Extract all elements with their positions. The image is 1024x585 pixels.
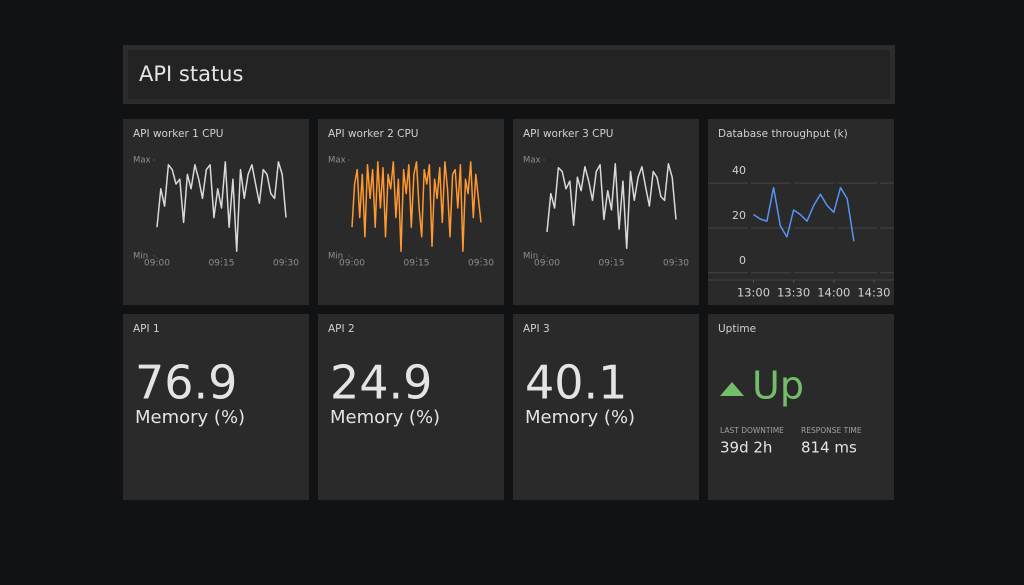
panel: [513, 314, 699, 500]
x-tick-label: 09:30: [663, 259, 689, 269]
x-tick-label: 09:15: [599, 259, 625, 269]
panel-title: API worker 1 CPU: [133, 128, 223, 140]
up-icon: [720, 382, 744, 396]
panel: [708, 314, 894, 500]
x-tick-label: 09:00: [534, 259, 560, 269]
panel: [123, 314, 309, 500]
panel: [708, 119, 894, 305]
panel-title: Uptime: [718, 323, 756, 335]
header-bar: [128, 50, 890, 99]
panel-title: API 1: [133, 323, 160, 335]
stat-value: 76.9: [135, 356, 237, 410]
y-tick-label: Max: [328, 156, 346, 166]
y-tick-label: 40: [732, 164, 746, 177]
panel: [318, 314, 504, 500]
status: Up: [752, 364, 804, 408]
series-line: [156, 161, 287, 252]
stat-unit: Memory (%): [330, 407, 440, 428]
y-tick-label: 20: [732, 209, 746, 222]
x-tick-label: 09:00: [339, 259, 365, 269]
panel: [123, 119, 309, 305]
x-tick-label: 09:30: [273, 259, 299, 269]
stat-value: 24.9: [330, 356, 432, 410]
y-tick-label: Min: [523, 252, 538, 262]
x-tick-label: 09:15: [404, 259, 430, 269]
y-tick-label: Max: [133, 156, 151, 166]
field-value: 39d 2h: [720, 439, 772, 457]
x-tick-label: 13:30: [777, 286, 810, 300]
x-tick-label: 14:30: [857, 286, 890, 300]
series-line: [753, 186, 855, 242]
y-tick-label: Min: [133, 252, 148, 262]
x-tick-label: 13:00: [737, 286, 770, 300]
series-line: [546, 163, 677, 250]
field-label: RESPONSE TIME: [801, 426, 862, 435]
x-tick-label: 14:00: [817, 286, 850, 300]
x-tick-label: 09:15: [209, 259, 235, 269]
header-title: API status: [139, 62, 243, 86]
panel-title: API 2: [328, 323, 355, 335]
y-tick-label: Max: [523, 156, 541, 166]
panel-title: API worker 3 CPU: [523, 128, 613, 140]
stat-value: 40.1: [525, 356, 627, 410]
stat-unit: Memory (%): [135, 407, 245, 428]
panel-title: API 3: [523, 323, 550, 335]
panel: [513, 119, 699, 305]
stat-unit: Memory (%): [525, 407, 635, 428]
x-tick-label: 09:00: [144, 259, 170, 269]
x-tick-label: 09:30: [468, 259, 494, 269]
field-label: LAST DOWNTIME: [720, 426, 784, 435]
field-value: 814 ms: [801, 439, 857, 457]
panel-title: API worker 2 CPU: [328, 128, 418, 140]
series-line: [351, 161, 482, 252]
y-tick-label: 0: [739, 254, 746, 267]
panel-title: Database throughput (k): [718, 128, 848, 140]
y-tick-label: Min: [328, 252, 343, 262]
